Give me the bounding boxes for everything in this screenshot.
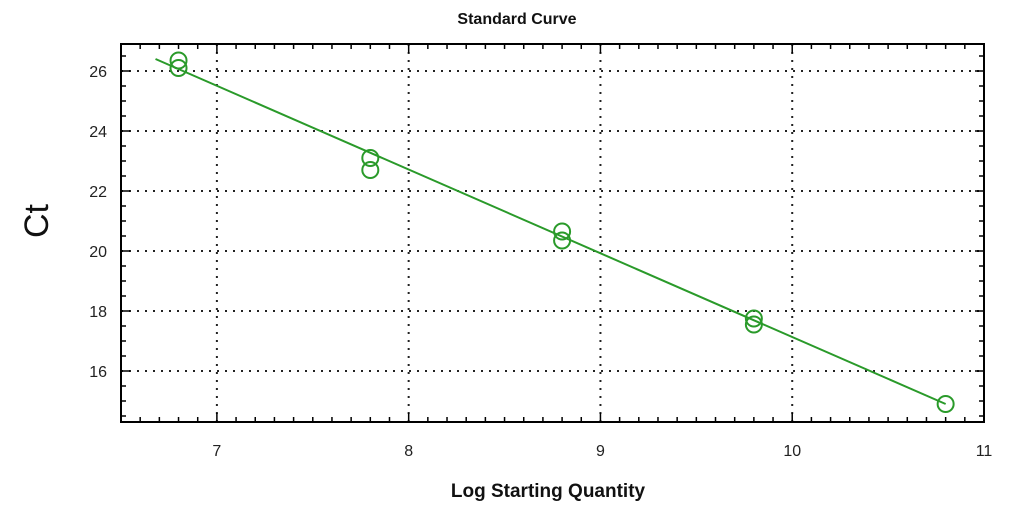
y-tick-label: 22 — [89, 184, 107, 201]
y-tick-label: 24 — [89, 124, 107, 141]
chart-title: Standard Curve — [457, 11, 576, 28]
y-tick-label: 18 — [89, 304, 107, 321]
x-tick-label: 7 — [212, 443, 221, 460]
data-point-layer — [169, 51, 955, 413]
data-point — [744, 309, 763, 328]
data-point — [169, 51, 188, 70]
fit-line-layer — [155, 58, 947, 405]
fit-line — [155, 58, 947, 405]
plot-frame — [120, 43, 985, 423]
x-tick-label: 10 — [783, 443, 801, 460]
y-tick-label: 26 — [89, 64, 107, 81]
x-tick-label: 9 — [596, 443, 605, 460]
data-point — [744, 315, 763, 334]
x-tick-label: 8 — [404, 443, 413, 460]
y-tick-label: 16 — [89, 364, 107, 381]
data-point — [361, 149, 380, 167]
tick-label-layer: 7 8 9 10 11 16 18 20 22 24 26 — [89, 64, 992, 460]
data-point — [553, 222, 572, 241]
x-tick-label: 11 — [976, 443, 993, 460]
data-point — [936, 395, 955, 413]
data-point — [169, 59, 188, 77]
data-point — [361, 161, 380, 179]
y-axis-label: Ct — [18, 203, 56, 238]
tick-layer — [120, 44, 985, 422]
y-tick-label: 20 — [89, 244, 107, 261]
x-axis-label: Log Starting Quantity — [451, 481, 646, 502]
data-point — [553, 231, 572, 250]
